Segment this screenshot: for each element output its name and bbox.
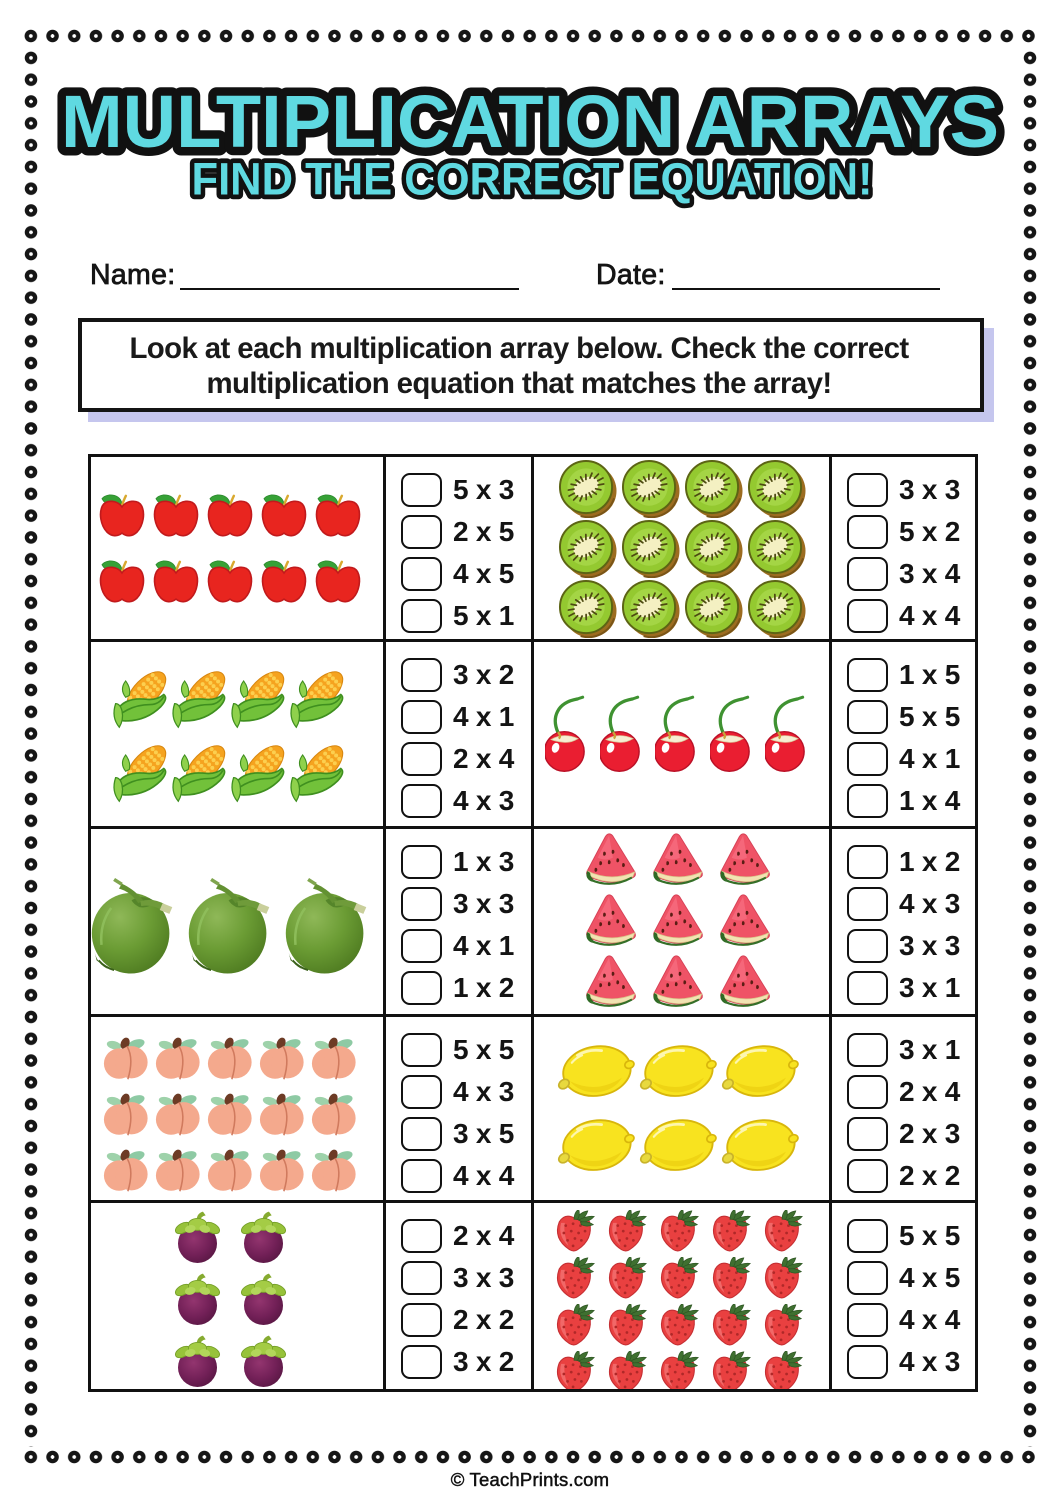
svg-text:MULTIPLICATION ARRAYS: MULTIPLICATION ARRAYS [61,80,999,163]
svg-text:FIND THE CORRECT EQUATION!: FIND THE CORRECT EQUATION! [192,154,873,205]
